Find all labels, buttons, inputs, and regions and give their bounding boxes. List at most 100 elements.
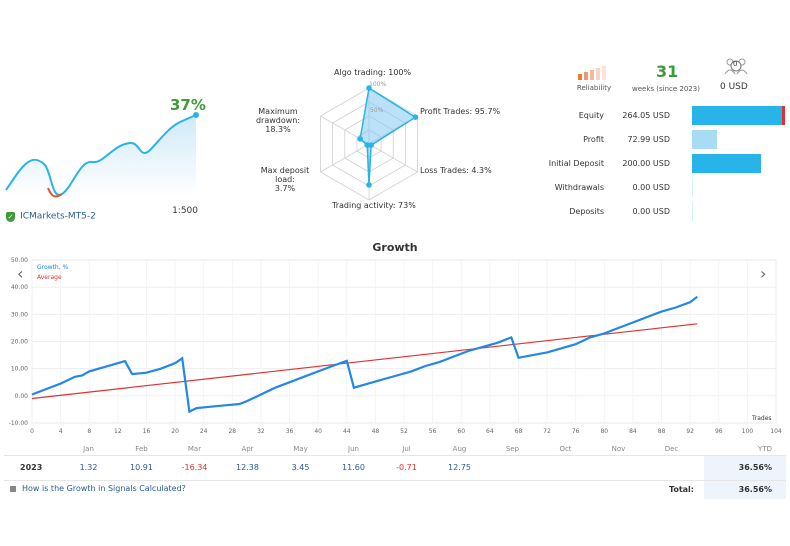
x-tick-label: 12 bbox=[114, 428, 122, 435]
y-tick-label: 30.00 bbox=[11, 311, 28, 318]
month-header-jun: Jun bbox=[348, 445, 359, 453]
subscribers-icon: 0 bbox=[724, 56, 748, 78]
radar-polygon bbox=[359, 86, 417, 185]
stats-label-deposits: Deposits bbox=[569, 207, 604, 216]
radar-point bbox=[366, 182, 372, 188]
legend-growth: Growth, % bbox=[37, 264, 69, 271]
radar-100-label: 100% bbox=[369, 81, 386, 88]
month-header-oct: Oct bbox=[559, 445, 572, 453]
x-tick-label: 40 bbox=[314, 428, 322, 435]
month-header-feb: Feb bbox=[135, 445, 148, 453]
mini-growth-endpoint bbox=[193, 112, 199, 118]
stats-bar-equity bbox=[692, 106, 784, 125]
x-tick-label: 4 bbox=[59, 428, 63, 435]
x-tick-label: 104 bbox=[770, 428, 782, 435]
month-value-mar: -16.34 bbox=[181, 463, 208, 472]
x-tick-label: 8 bbox=[87, 428, 91, 435]
x-tick-label: 72 bbox=[543, 428, 551, 435]
stats-bar-profit bbox=[692, 130, 717, 149]
x-tick-label: 56 bbox=[429, 428, 437, 435]
growth-x-ticks: 0 4 8 12 16 20 24 28 32 36 40 44 48 52 56 60 64 68 72 76 80 8… bbox=[30, 428, 782, 435]
month-header-apr: Apr bbox=[241, 445, 254, 453]
x-tick-label: 0 bbox=[30, 428, 34, 435]
radar-spoke bbox=[320, 143, 370, 173]
x-axis-label: Trades bbox=[751, 415, 772, 422]
radar-label-algo: Algo trading: 100% bbox=[334, 68, 412, 77]
radar-label-drawdown-value: 18.3% bbox=[265, 125, 291, 134]
mini-growth-line bbox=[5, 114, 197, 196]
subscribers-count: 0 bbox=[733, 60, 738, 68]
monthly-table: Jan Feb Mar Apr May Jun Jul Aug Sep Oct Nov Dec YTD… bbox=[4, 443, 786, 499]
y-tick-label: 10.00 bbox=[11, 366, 28, 373]
x-tick-label: 92 bbox=[686, 428, 694, 435]
stats-value-profit: 72.99 USD bbox=[627, 135, 670, 144]
stats-bar-initial bbox=[692, 154, 761, 173]
month-header-may: May bbox=[293, 445, 308, 453]
y-tick-label: 20.00 bbox=[11, 339, 28, 346]
growth-gridlines bbox=[31, 259, 777, 424]
stats-value-equity: 264.05 USD bbox=[622, 111, 670, 120]
radar-spoke bbox=[368, 143, 418, 173]
x-tick-label: 48 bbox=[372, 428, 380, 435]
x-tick-label: 60 bbox=[457, 428, 465, 435]
x-tick-label: 76 bbox=[572, 428, 580, 435]
x-tick-label: 80 bbox=[600, 428, 608, 435]
leverage: 1:500 bbox=[172, 206, 198, 216]
reliability-bars-icon bbox=[578, 66, 606, 80]
ytd-value: 36.56% bbox=[738, 463, 772, 472]
radar-points bbox=[357, 85, 419, 188]
stats-row: Deposits 0.00 USD bbox=[510, 201, 790, 225]
radar-point bbox=[357, 136, 363, 142]
x-tick-label: 16 bbox=[143, 428, 151, 435]
table-total-row: How is the Growth in Signals Calculated?… bbox=[4, 481, 786, 499]
x-tick-label: 24 bbox=[200, 428, 208, 435]
month-header-aug: Aug bbox=[452, 445, 467, 453]
account-row: ✓ ICMarkets-MT5-2 1:500 bbox=[6, 206, 206, 222]
x-tick-label: 100 bbox=[742, 428, 754, 435]
x-tick-label: 44 bbox=[343, 428, 351, 435]
month-value-jun: 11.60 bbox=[342, 463, 365, 472]
x-tick-label: 52 bbox=[400, 428, 408, 435]
stats-label-equity: Equity bbox=[578, 111, 604, 120]
month-header-dec: Dec bbox=[664, 445, 679, 453]
month-value-jan: 1.32 bbox=[79, 463, 98, 472]
legend-average: Average bbox=[37, 274, 62, 281]
radar-label-profit: Profit Trades: 95.7% bbox=[420, 107, 501, 116]
radar-point bbox=[412, 114, 419, 121]
chart-prev-button[interactable]: ‹ bbox=[17, 264, 24, 283]
x-tick-label: 20 bbox=[171, 428, 179, 435]
month-value-apr: 12.38 bbox=[236, 463, 259, 472]
month-value-jul: -0.71 bbox=[396, 463, 417, 472]
stats-bar-withdrawals bbox=[692, 178, 693, 197]
growth-y-ticks: 50.00 40.00 30.00 20.00 10.00 0.00 -10.00 bbox=[9, 257, 29, 427]
x-tick-label: 84 bbox=[629, 428, 637, 435]
chart-next-button[interactable]: › bbox=[760, 264, 767, 283]
ytd-cell: 36.56% bbox=[704, 456, 786, 480]
stats-row: Withdrawals 0.00 USD bbox=[510, 177, 790, 201]
x-tick-label: 68 bbox=[515, 428, 523, 435]
y-tick-label: 0.00 bbox=[15, 393, 29, 400]
month-header-sep: Sep bbox=[505, 445, 520, 453]
y-tick-label: 40.00 bbox=[11, 284, 28, 291]
mini-growth-area bbox=[6, 115, 196, 196]
total-label: Total: bbox=[668, 485, 694, 494]
stats-label-initial: Initial Deposit bbox=[548, 159, 604, 168]
x-tick-label: 32 bbox=[257, 428, 265, 435]
mini-growth-panel bbox=[0, 90, 210, 220]
ytd-header: YTD bbox=[758, 445, 772, 453]
table-year-row: 2023 1.32 10.91 -16.34 12.38 3.45 11.60 -0.71 1… bbox=[4, 455, 786, 481]
month-value-aug: 12.75 bbox=[448, 463, 471, 472]
account-name[interactable]: ICMarkets-MT5-2 bbox=[20, 211, 96, 222]
stats-bar-equity-marker bbox=[782, 106, 785, 125]
growth-title: Growth bbox=[372, 241, 418, 254]
month-header-mar: Mar bbox=[187, 445, 202, 453]
help-link[interactable]: How is the Growth in Signals Calculated? bbox=[22, 484, 186, 493]
stats-row: Profit 72.99 USD bbox=[510, 129, 790, 153]
radar-label-drawdown: Maximum drawdown: 18.3% bbox=[238, 107, 318, 134]
growth-percent: 37% bbox=[170, 96, 206, 114]
y-tick-label: 50.00 bbox=[11, 257, 28, 264]
total-value: 36.56% bbox=[738, 485, 772, 494]
table-header-row: Jan Feb Mar Apr May Jun Jul Aug Sep Oct Nov Dec YTD bbox=[4, 443, 786, 455]
month-header-nov: Nov bbox=[611, 445, 626, 453]
